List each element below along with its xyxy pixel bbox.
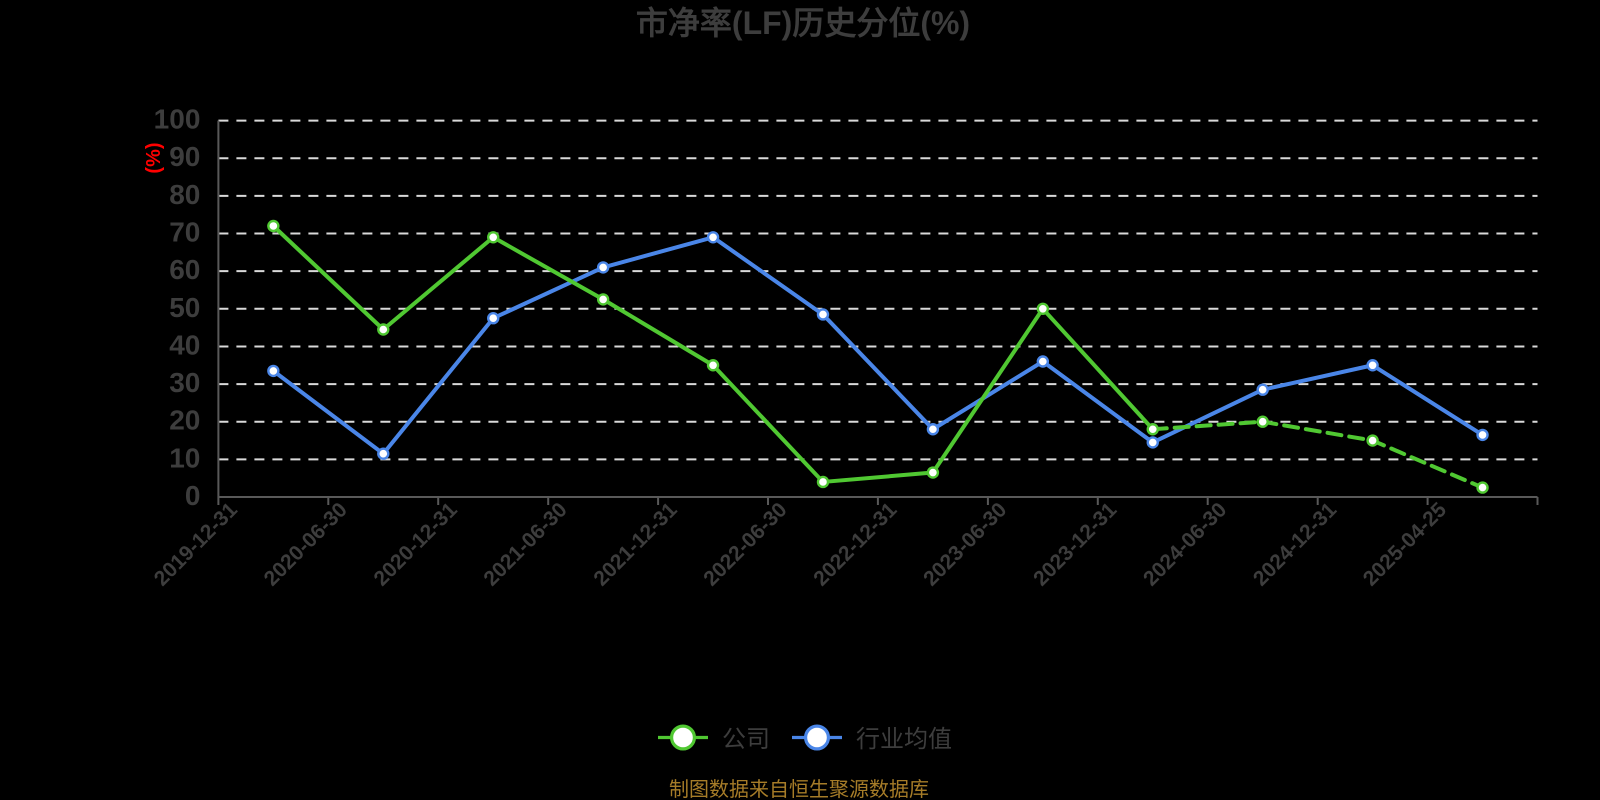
svg-text:10: 10 — [169, 442, 200, 473]
svg-text:市净率(LF)历史分位(%): 市净率(LF)历史分位(%) — [636, 5, 970, 41]
svg-text:80: 80 — [169, 179, 200, 210]
svg-text:100: 100 — [154, 104, 201, 135]
svg-text:90: 90 — [169, 141, 200, 172]
svg-text:(%): (%) — [143, 142, 165, 173]
svg-text:60: 60 — [169, 254, 200, 285]
svg-text:50: 50 — [169, 292, 200, 323]
svg-text:40: 40 — [169, 329, 200, 360]
svg-text:公司: 公司 — [722, 726, 770, 753]
svg-text:行业均值: 行业均值 — [856, 726, 952, 753]
svg-text:30: 30 — [169, 367, 200, 398]
svg-text:20: 20 — [169, 405, 200, 436]
svg-text:70: 70 — [169, 217, 200, 248]
svg-text:0: 0 — [185, 480, 201, 511]
svg-text:制图数据来自恒生聚源数据库: 制图数据来自恒生聚源数据库 — [669, 778, 929, 800]
